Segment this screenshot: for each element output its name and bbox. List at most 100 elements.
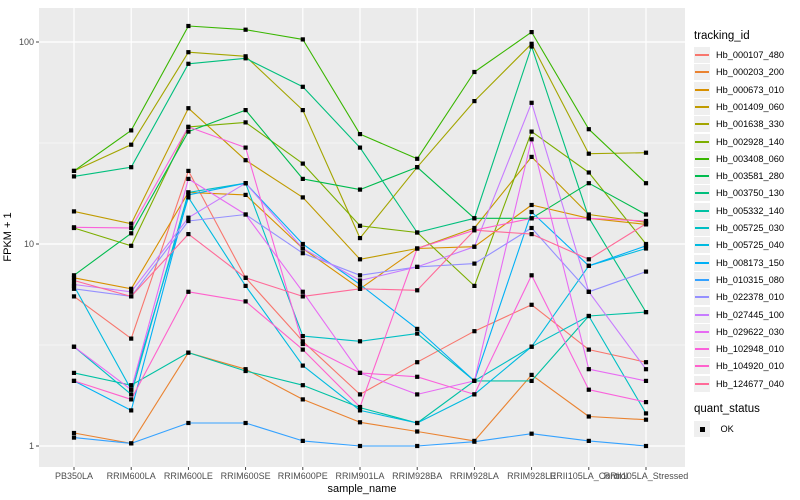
- x-tick-label-RRIM600LA: RRIM600LA: [106, 471, 156, 481]
- legend-item-Hb_001409_060: Hb_001409_060: [694, 98, 784, 115]
- data-point: [71, 344, 77, 349]
- legend-label: Hb_000107_480: [716, 50, 784, 60]
- legend-line-swatch-icon: [695, 157, 709, 160]
- data-point: [300, 161, 305, 166]
- data-point: [586, 347, 591, 352]
- x-tick-label-RRII105LA_Control: RRII105LA_Control: [549, 471, 628, 481]
- data-point: [186, 289, 191, 294]
- data-point: [357, 145, 363, 150]
- data-point: [529, 202, 534, 208]
- data-point: [129, 397, 134, 402]
- data-point: [186, 350, 191, 355]
- x-tick-label-RRIM600LE: RRIM600LE: [163, 471, 213, 481]
- data-point: [129, 441, 134, 446]
- data-point: [529, 30, 534, 35]
- data-point: [186, 192, 191, 197]
- legend-line-swatch-icon: [695, 123, 709, 126]
- legend-label: Hb_010315_080: [716, 274, 784, 285]
- data-point: [300, 383, 305, 388]
- data-point: [415, 429, 420, 434]
- legend-item-Hb_003750_130: Hb_003750_130: [694, 185, 784, 202]
- legend-item-Hb_000203_200: Hb_000203_200: [694, 64, 784, 81]
- data-point: [529, 431, 534, 436]
- data-point: [300, 246, 305, 251]
- legend-key-Hb_000673_010: [694, 81, 710, 98]
- data-point: [186, 215, 191, 220]
- legend-line-swatch-icon: [695, 140, 709, 143]
- data-point: [186, 232, 191, 237]
- data-point: [357, 273, 363, 278]
- data-point: [357, 339, 363, 344]
- legend-line-swatch-icon: [695, 105, 709, 108]
- data-point: [129, 392, 134, 397]
- legend-item-Hb_022378_010: Hb_022378_010: [694, 289, 784, 306]
- data-point: [472, 439, 477, 444]
- data-point: [186, 61, 191, 66]
- data-point: [129, 387, 134, 392]
- data-point: [300, 176, 305, 181]
- data-point: [186, 168, 191, 173]
- legend-line-swatch-icon: [695, 261, 709, 264]
- data-point: [357, 187, 363, 192]
- legend-label: Hb_008173_150: [716, 257, 784, 268]
- data-point: [586, 313, 591, 319]
- legend-title-quant-status: quant_status: [694, 403, 760, 415]
- black-square-point-icon: [699, 426, 705, 432]
- legend-key-Hb_102948_010: [694, 341, 710, 358]
- legend-label: Hb_124677_040: [716, 378, 784, 389]
- data-point: [529, 44, 534, 49]
- data-point: [300, 108, 305, 113]
- y-axis-title: FPKM + 1: [2, 212, 14, 262]
- data-point: [243, 145, 248, 150]
- data-point: [243, 299, 248, 304]
- legend-label: Hb_104920_010: [716, 361, 784, 372]
- x-tick-label-RRIM901LA: RRIM901LA: [335, 471, 385, 481]
- data-point: [472, 261, 477, 266]
- data-point: [186, 124, 191, 129]
- data-point: [472, 244, 477, 249]
- legend-item-Hb_102948_010: Hb_102948_010: [694, 341, 784, 358]
- data-point: [586, 387, 591, 392]
- data-point: [357, 443, 363, 449]
- data-point: [129, 336, 134, 341]
- data-point: [71, 275, 77, 280]
- x-tick-label-RRIM600PE: RRIM600PE: [277, 471, 328, 481]
- data-point: [643, 400, 649, 405]
- data-point: [643, 221, 649, 226]
- legend-item-Hb_124677_040: Hb_124677_040: [694, 375, 784, 392]
- data-point: [586, 212, 591, 217]
- legend-key-Hb_000107_480: [694, 47, 710, 63]
- legend-key-Hb_005725_040: [694, 237, 710, 254]
- data-point: [643, 417, 649, 422]
- data-point: [129, 221, 134, 226]
- legend-item-Hb_003581_280: Hb_003581_280: [694, 168, 784, 185]
- data-point: [643, 360, 649, 365]
- data-point: [357, 408, 363, 413]
- data-point: [71, 174, 77, 179]
- legend-title-tracking-id: tracking_id: [694, 30, 750, 42]
- data-point: [415, 443, 420, 449]
- legend-key-Hb_001409_060: [694, 98, 710, 115]
- data-point: [129, 142, 134, 147]
- data-point: [472, 283, 477, 288]
- legend-label: Hb_005332_140: [716, 205, 784, 216]
- data-point: [300, 397, 305, 402]
- legend-key-Hb_029622_030: [694, 323, 710, 340]
- data-point: [643, 411, 649, 416]
- data-point: [71, 225, 77, 230]
- data-point: [300, 84, 305, 89]
- data-point: [415, 288, 420, 293]
- data-point: [529, 378, 534, 383]
- data-point: [586, 127, 591, 132]
- data-point: [186, 195, 191, 200]
- data-point: [357, 223, 363, 228]
- quant-ok-key: [694, 421, 710, 437]
- legend-label: Hb_000203_200: [716, 67, 784, 78]
- legend-key-Hb_027445_100: [694, 306, 710, 323]
- legend-key-Hb_124677_040: [694, 375, 710, 392]
- data-point: [357, 257, 363, 262]
- data-point: [586, 414, 591, 419]
- data-point: [415, 392, 420, 397]
- data-point: [586, 257, 591, 262]
- data-point: [643, 243, 649, 248]
